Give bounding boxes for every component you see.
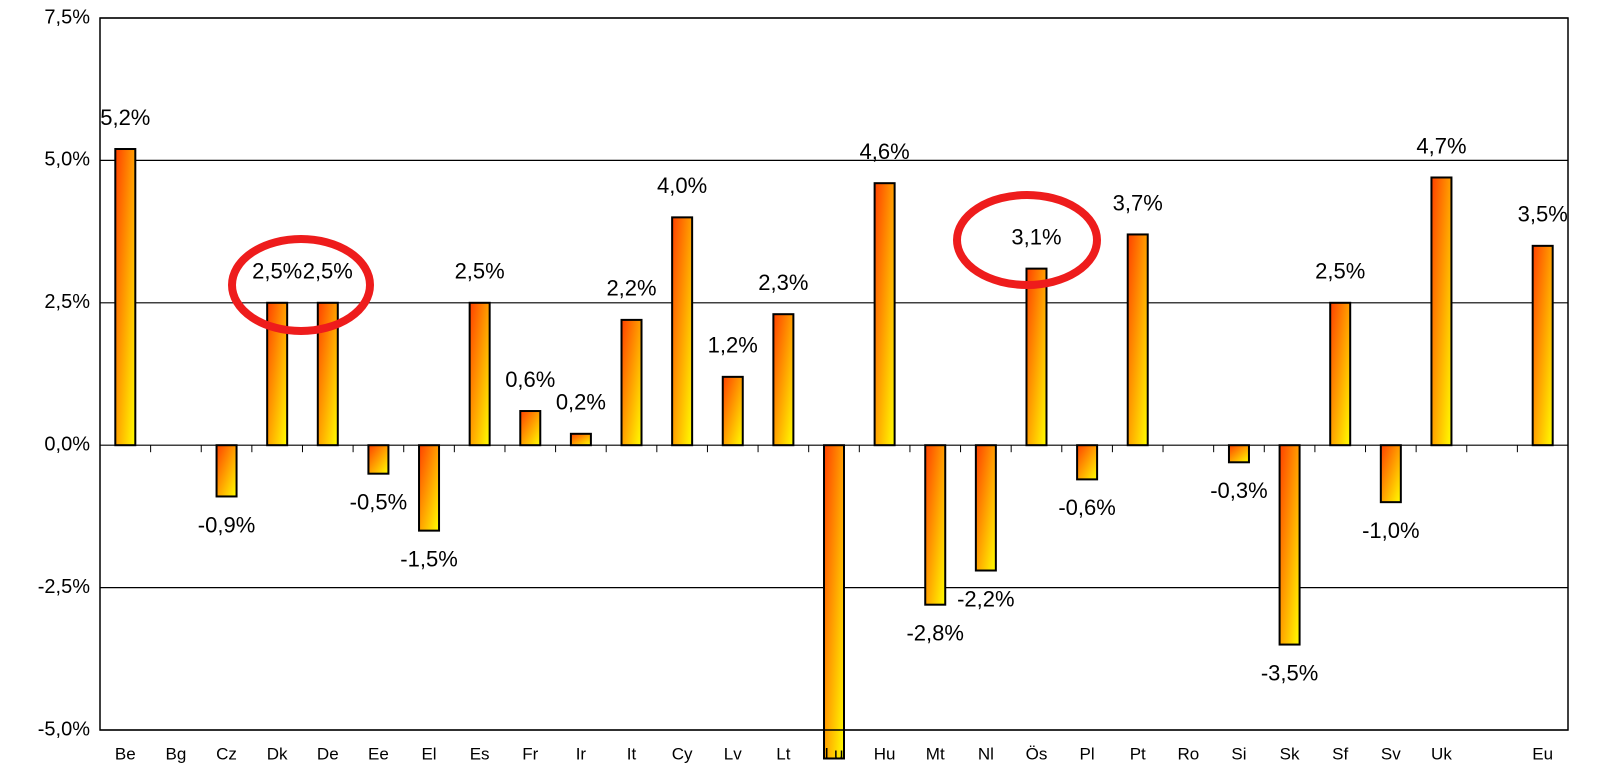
value-label: 3,5% [1518, 202, 1568, 227]
bar [1379, 444, 1402, 504]
value-label: -0,5% [350, 489, 407, 514]
value-label: 2,2% [606, 276, 656, 301]
value-label: 2,3% [758, 270, 808, 295]
value-label: -0,9% [198, 512, 255, 537]
x-tick-label: Ös [1026, 744, 1048, 763]
bar [468, 301, 491, 447]
value-label: -1,0% [1362, 518, 1419, 543]
highlight-circle [228, 235, 374, 335]
bar [418, 444, 441, 532]
bar [1025, 267, 1048, 447]
value-label: 4,7% [1416, 133, 1466, 158]
x-tick-label: Sk [1280, 744, 1300, 763]
x-tick-label: Nl [978, 744, 994, 763]
bar [114, 148, 137, 447]
bar [1076, 444, 1099, 481]
bar [215, 444, 238, 498]
x-tick-label: It [627, 744, 637, 763]
x-tick-label: Si [1231, 744, 1246, 763]
x-tick-label: Hu [874, 744, 896, 763]
bar [1329, 301, 1352, 447]
x-tick-label: Cy [672, 744, 693, 763]
bar [671, 216, 694, 447]
bar [823, 444, 845, 760]
value-label: -0,6% [1058, 495, 1115, 520]
x-tick-label: Be [115, 744, 136, 763]
x-tick-label: Mt [926, 744, 945, 763]
x-tick-label: Lv [724, 744, 742, 763]
x-tick-label: De [317, 744, 339, 763]
value-label: -2,8% [906, 621, 963, 646]
y-tick-label: -5,0% [38, 718, 90, 740]
bar [1278, 444, 1301, 646]
value-label: 4,6% [860, 139, 910, 164]
value-label: 2,5% [252, 259, 302, 284]
bar [316, 301, 339, 447]
bar [1430, 176, 1453, 447]
x-tick-label: Fr [522, 744, 538, 763]
x-tick-label: Pl [1080, 744, 1095, 763]
value-label: -2,2% [957, 586, 1014, 611]
x-tick-label: Es [470, 744, 490, 763]
plot-frame [99, 17, 1569, 731]
value-label: 4,0% [657, 173, 707, 198]
y-tick-label: 2,5% [44, 291, 90, 313]
bar [620, 318, 643, 447]
y-tick-label: 5,0% [44, 149, 90, 171]
value-label: 2,5% [1315, 259, 1365, 284]
value-label: 3,1% [1011, 224, 1061, 249]
x-tick-label: Uk [1431, 744, 1452, 763]
x-tick-label: Bg [166, 744, 187, 763]
value-label: -3,5% [1261, 660, 1318, 685]
x-tick-label: Ee [368, 744, 389, 763]
x-tick-label: El [421, 744, 436, 763]
value-label: 2,5% [303, 259, 353, 284]
value-label: 1,2% [708, 333, 758, 358]
y-tick-label: 0,0% [44, 433, 90, 455]
value-label: 2,5% [455, 259, 505, 284]
value-label: -1,5% [400, 546, 457, 571]
value-label: 0,6% [505, 367, 555, 392]
bar [1126, 233, 1149, 447]
bar [1531, 244, 1554, 447]
x-tick-label: Cz [216, 744, 237, 763]
bar [772, 313, 795, 447]
value-label: 5,2% [100, 105, 150, 130]
y-tick-label: 7,5% [44, 6, 90, 28]
bar [367, 444, 390, 475]
bar [974, 444, 997, 572]
x-tick-label: Sf [1332, 744, 1348, 763]
bar [721, 375, 744, 447]
highlight-circle [953, 191, 1101, 289]
x-tick-label: Lt [776, 744, 790, 763]
value-label: 3,7% [1113, 190, 1163, 215]
x-tick-label: Pt [1130, 744, 1146, 763]
x-tick-label: Ir [576, 744, 587, 763]
bar [873, 182, 896, 447]
x-tick-label: Dk [267, 744, 288, 763]
x-tick-label: Lu [825, 744, 844, 763]
bar [1227, 444, 1250, 464]
bar [266, 301, 289, 447]
x-tick-label: Eu [1532, 744, 1553, 763]
x-tick-label: Ro [1177, 744, 1199, 763]
value-label: -0,3% [1210, 478, 1267, 503]
y-tick-label: -2,5% [38, 576, 90, 598]
bar [519, 410, 542, 447]
bar [924, 444, 947, 606]
x-tick-label: Sv [1381, 744, 1401, 763]
bar [569, 432, 592, 447]
value-label: 0,2% [556, 390, 606, 415]
